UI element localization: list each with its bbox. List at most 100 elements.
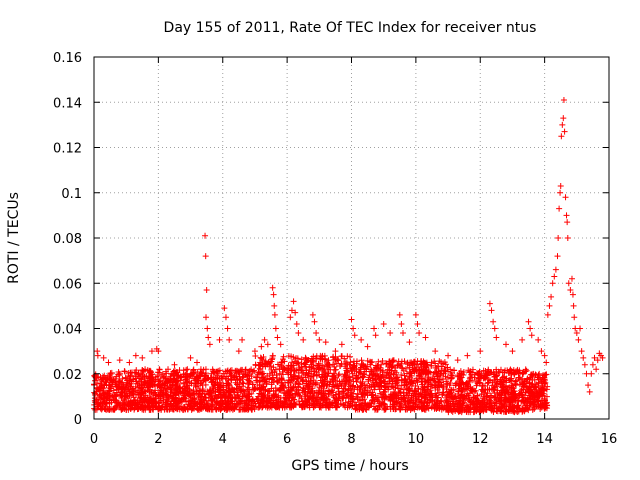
- data-point: [309, 390, 316, 397]
- data-point: [261, 376, 268, 383]
- data-point: [564, 219, 571, 226]
- data-point: [313, 353, 320, 360]
- data-point: [398, 377, 405, 384]
- data-point: [139, 354, 146, 361]
- data-point: [281, 365, 288, 372]
- data-point: [306, 383, 313, 390]
- data-point: [152, 387, 159, 394]
- data-point: [202, 372, 209, 379]
- data-point: [260, 383, 267, 390]
- data-point: [287, 371, 294, 378]
- data-point: [406, 339, 413, 346]
- data-point: [432, 348, 439, 355]
- data-point: [202, 381, 209, 388]
- data-point: [398, 371, 405, 378]
- data-point: [350, 358, 357, 365]
- data-point: [158, 406, 165, 413]
- data-point: [185, 398, 192, 405]
- data-point: [516, 406, 523, 413]
- data-point: [447, 390, 454, 397]
- data-point: [197, 366, 204, 373]
- data-point: [589, 361, 596, 368]
- data-point: [463, 402, 470, 409]
- data-point: [264, 372, 271, 379]
- data-point: [554, 253, 561, 260]
- data-point: [183, 366, 190, 373]
- data-point: [365, 404, 372, 411]
- data-point: [480, 397, 487, 404]
- data-point: [203, 405, 210, 412]
- data-point: [300, 336, 307, 343]
- data-point: [491, 377, 498, 384]
- data-point: [188, 379, 195, 386]
- data-point: [107, 394, 114, 401]
- data-point: [258, 355, 265, 362]
- data-point: [380, 367, 387, 374]
- data-point: [127, 383, 134, 390]
- data-point: [532, 371, 539, 378]
- data-point: [382, 386, 389, 393]
- data-point: [313, 389, 320, 396]
- data-point: [359, 374, 366, 381]
- data-point: [426, 394, 433, 401]
- data-point: [115, 399, 122, 406]
- data-point: [221, 305, 228, 312]
- data-point: [514, 408, 521, 415]
- data-point: [307, 377, 314, 384]
- data-point: [222, 397, 229, 404]
- data-point: [99, 375, 106, 382]
- data-point: [123, 390, 130, 397]
- data-point: [302, 398, 309, 405]
- data-point: [191, 402, 198, 409]
- data-point: [484, 370, 491, 377]
- data-point: [372, 332, 379, 339]
- data-point: [321, 371, 328, 378]
- data-point: [139, 374, 146, 381]
- data-point: [585, 382, 592, 389]
- data-point: [428, 391, 435, 398]
- data-point: [377, 403, 384, 410]
- data-point: [396, 311, 403, 318]
- data-point: [290, 298, 297, 305]
- data-point: [241, 392, 248, 399]
- data-point: [528, 372, 535, 379]
- data-point: [309, 311, 316, 318]
- data-point: [298, 403, 305, 410]
- data-point: [294, 355, 301, 362]
- data-point: [440, 389, 447, 396]
- data-point: [233, 373, 240, 380]
- y-tick-label: 0.08: [53, 232, 82, 247]
- chart-title: Day 155 of 2011, Rate Of TEC Index for r…: [164, 20, 537, 36]
- data-point: [516, 393, 523, 400]
- data-point: [384, 369, 391, 376]
- data-point: [526, 396, 533, 403]
- data-point: [321, 365, 328, 372]
- data-point: [196, 387, 203, 394]
- data-point: [157, 377, 164, 384]
- data-point: [318, 390, 325, 397]
- data-point: [476, 379, 483, 386]
- data-point: [340, 388, 347, 395]
- data-point: [198, 370, 205, 377]
- data-point: [440, 376, 447, 383]
- data-point: [571, 314, 578, 321]
- data-point: [228, 405, 235, 412]
- data-point: [245, 390, 252, 397]
- data-point: [263, 360, 270, 367]
- data-point: [275, 396, 282, 403]
- data-point: [499, 369, 506, 376]
- data-point: [500, 408, 507, 415]
- data-point: [464, 406, 471, 413]
- data-point: [202, 253, 209, 260]
- data-point: [290, 384, 297, 391]
- data-point: [453, 403, 460, 410]
- data-point: [379, 358, 386, 365]
- data-point: [215, 367, 222, 374]
- data-point: [127, 372, 134, 379]
- data-point: [522, 397, 529, 404]
- data-point: [505, 407, 512, 414]
- data-point: [531, 395, 538, 402]
- data-point: [108, 406, 115, 413]
- data-point: [312, 379, 319, 386]
- data-point: [594, 357, 601, 364]
